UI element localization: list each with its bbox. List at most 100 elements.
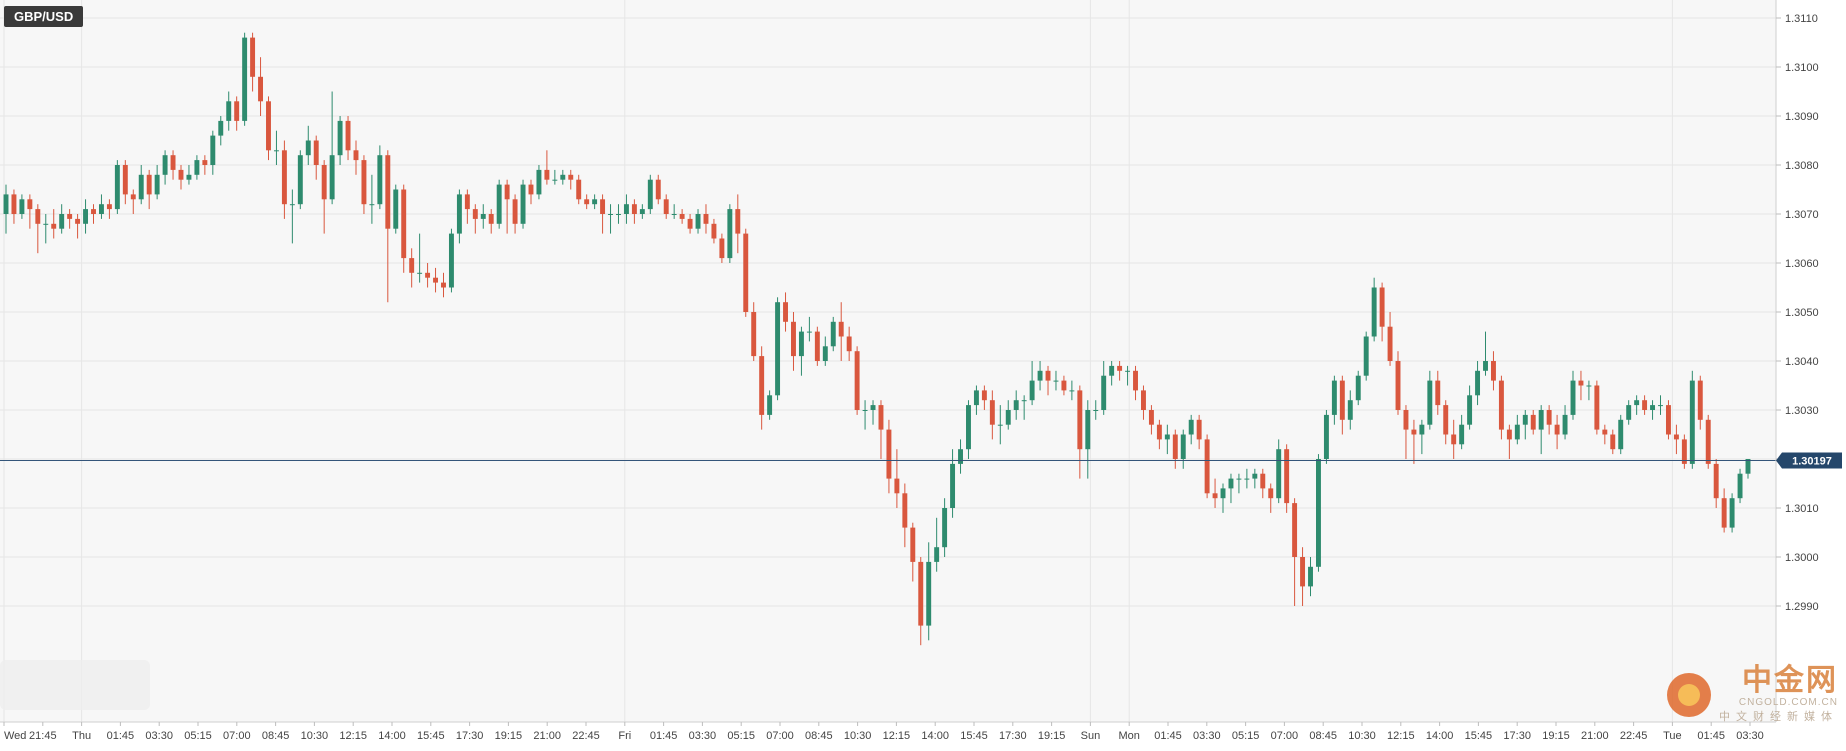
y-tick-label: 1.3000 — [1785, 552, 1819, 564]
candle-down — [313, 135, 319, 180]
x-tick-label: 21:00 — [1581, 730, 1609, 742]
candle-body — [1268, 488, 1274, 499]
candle-body — [313, 140, 319, 165]
candle-body — [353, 150, 359, 161]
candle-down — [1045, 365, 1051, 396]
candle-body — [1109, 365, 1115, 376]
candle-body — [162, 155, 168, 175]
candle-up — [186, 165, 192, 185]
candle-up — [1570, 370, 1576, 420]
candle-up — [798, 326, 804, 376]
candle-up — [162, 150, 168, 185]
candle-down — [1212, 478, 1218, 508]
candle-body — [19, 199, 25, 214]
candle-down — [170, 150, 176, 180]
candle-body — [425, 272, 431, 278]
x-tick-label: 03:30 — [1193, 730, 1221, 742]
candle-up — [114, 160, 120, 214]
candle-body — [27, 199, 33, 210]
x-tick-label: 12:15 — [883, 730, 911, 742]
candle-body — [1013, 400, 1019, 410]
y-tick-label: 1.3070 — [1785, 209, 1819, 221]
candle-body — [1347, 400, 1353, 420]
candle-body — [934, 547, 940, 562]
candle-body — [902, 493, 908, 528]
candle-body — [1594, 385, 1600, 430]
candle-body — [393, 189, 399, 229]
candle-body — [35, 209, 41, 224]
candle-body — [1570, 380, 1576, 415]
candle-up — [1252, 468, 1258, 489]
candle-down — [385, 150, 391, 303]
candle-down — [910, 522, 916, 582]
candle-body — [926, 561, 932, 626]
x-tick-label: 01:45 — [1154, 730, 1182, 742]
candle-body — [918, 561, 924, 626]
candle-body — [838, 321, 844, 337]
candle-down — [679, 209, 685, 224]
candle-body — [942, 508, 948, 548]
candle-down — [258, 57, 264, 116]
candle-body — [791, 321, 796, 357]
candle-body — [1371, 287, 1377, 337]
candle-down — [703, 204, 709, 234]
candle-up — [496, 179, 502, 229]
candle-body — [218, 120, 224, 136]
candle-body — [981, 390, 987, 401]
candle-down — [1172, 429, 1178, 469]
candle-body — [1483, 361, 1488, 371]
candle-down — [584, 194, 590, 210]
candle-body — [639, 209, 645, 214]
x-tick-label: 05:15 — [184, 730, 212, 742]
candle-body — [1721, 498, 1727, 528]
candle-body — [1602, 429, 1608, 435]
x-tick-label: 19:15 — [495, 730, 523, 742]
candle-down — [488, 209, 494, 234]
candle-up — [1355, 370, 1361, 406]
x-tick-label: Wed — [4, 730, 26, 742]
candle-body — [178, 169, 184, 180]
candle-body — [321, 165, 327, 200]
x-tick-label: Mon — [1118, 730, 1139, 742]
candle-up — [83, 199, 89, 234]
candle-up — [448, 228, 454, 293]
candle-down — [35, 204, 41, 254]
y-tick-label: 1.3090 — [1785, 111, 1819, 123]
candle-body — [258, 76, 264, 102]
x-tick-label: 22:45 — [1620, 730, 1648, 742]
candle-body — [798, 331, 804, 357]
candle-body — [1323, 414, 1329, 459]
candle-body — [552, 179, 558, 181]
candle-up — [727, 204, 733, 263]
candle-body — [1355, 375, 1361, 401]
candle-body — [1117, 365, 1123, 371]
candle-body — [1459, 424, 1465, 445]
candle-up — [1427, 370, 1433, 430]
candle-up — [552, 169, 558, 185]
candle-body — [1435, 380, 1441, 406]
candle-down — [11, 189, 17, 224]
candle-body — [584, 199, 590, 205]
candle-down — [1665, 400, 1671, 440]
candle-body — [1300, 557, 1306, 587]
candle-body — [1061, 380, 1067, 391]
candle-up — [1109, 361, 1115, 386]
candle-body — [608, 214, 613, 215]
candle-up — [242, 32, 248, 126]
candle-body — [1650, 405, 1656, 410]
candle-body — [568, 174, 574, 180]
candle-down — [600, 194, 606, 234]
candle-up — [1419, 419, 1425, 455]
candle-body — [1475, 370, 1481, 396]
candle-down — [1546, 405, 1552, 435]
candle-body — [329, 155, 335, 200]
candle-down — [759, 346, 765, 430]
candle-down — [663, 194, 669, 219]
candle-body — [441, 282, 446, 288]
candle-up — [608, 204, 613, 234]
x-tick-label: 14:00 — [921, 730, 949, 742]
candle-body — [234, 101, 240, 121]
y-tick-label: 1.3010 — [1785, 503, 1819, 515]
